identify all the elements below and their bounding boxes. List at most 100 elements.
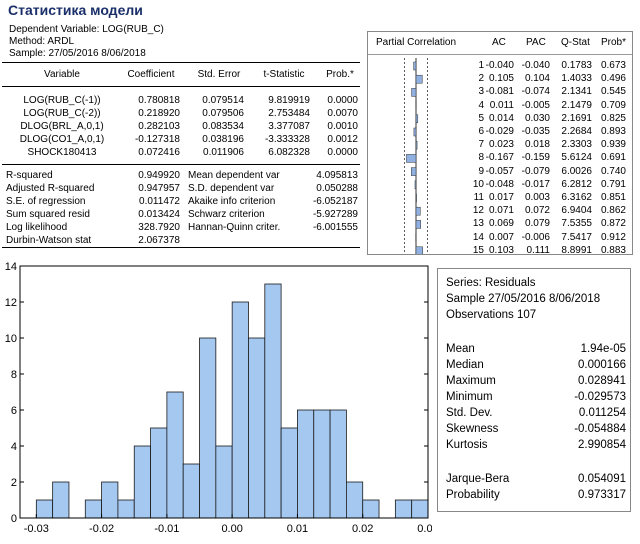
correlogram-value: 0.912	[600, 231, 626, 243]
correlogram-row: 14 0.007 -0.006 7.5417 0.912	[368, 232, 632, 244]
residual-stat-label: Std. Dev.	[446, 407, 493, 419]
fit-stat-label: Durbin-Watson stat	[6, 235, 92, 246]
pac-bar	[415, 140, 418, 150]
lag-number: 10	[472, 178, 484, 190]
correlogram-header: Partial Correlation AC PAC Q-Stat Prob*	[368, 32, 632, 55]
residual-stats-box: Series: Residuals Sample 27/05/2016 8/06…	[437, 268, 631, 512]
correlogram-value: 2.1341	[561, 86, 592, 98]
y-tick-label: 4	[11, 441, 17, 453]
residual-stat-row: Maximum 0.028941	[446, 375, 626, 387]
correlogram-value: 0.104	[524, 73, 550, 85]
x-tick-label: 0.03	[417, 523, 432, 535]
fit-stat-label: Hannan-Quinn criter.	[188, 222, 281, 233]
correlogram-value: 2.1691	[561, 112, 592, 124]
lag-number: 1	[478, 60, 484, 71]
coef-value: 0.218920	[138, 108, 180, 119]
residual-stat-row: Median 0.000166	[446, 359, 626, 371]
residual-stat-value: 2.990854	[578, 439, 626, 451]
fit-stat-value: 0.013424	[138, 209, 180, 220]
correlogram-value: 0.011	[489, 99, 514, 111]
col-header-stderror: Std. Error	[197, 69, 241, 80]
fit-stat-label: Adjusted R-squared	[6, 183, 95, 194]
y-tick-label: 12	[5, 297, 17, 309]
correlogram-value: -0.167	[485, 152, 514, 164]
residual-stat-label: Median	[446, 359, 484, 371]
correlogram-row: 9 -0.057 -0.079 6.0026 0.740	[368, 166, 632, 178]
residual-stat-value: 0.011254	[578, 407, 626, 419]
normality-test-value: 0.973317	[578, 489, 626, 501]
table-rule-header	[2, 86, 360, 87]
residual-stat-value: -0.054884	[574, 423, 626, 435]
correlogram-value: 2.3303	[561, 139, 592, 151]
fit-stat-label: Sum squared resid	[6, 209, 90, 220]
residual-stat-label: Minimum	[446, 391, 493, 403]
x-tick-label: -0.03	[24, 523, 49, 535]
lag-number: 12	[472, 205, 484, 217]
lag-number: 6	[478, 126, 484, 137]
correlogram-value: -0.057	[485, 165, 514, 177]
corr-header-partial: Partial Correlation	[376, 37, 457, 48]
sample: Sample: 27/05/2016 8/06/2018	[9, 48, 146, 59]
col-header-prob: Prob.*	[326, 69, 354, 80]
pac-bar	[411, 88, 417, 97]
fit-stat-value: -6.052187	[312, 196, 358, 207]
correlogram-row: 8 -0.167 -0.159 5.6124 0.691	[368, 152, 632, 164]
normality-test-label: Probability	[446, 489, 500, 501]
correlogram-value: -0.081	[485, 86, 514, 98]
histogram-bar	[52, 481, 70, 519]
correlogram-value: 1.4033	[561, 73, 592, 85]
corr-header-prob: Prob*	[601, 37, 627, 48]
residual-histogram: 0 2 4 6 8 10 12 14 -0.03 -0.02 -0.01 0.00 0.01 0.02 0.…	[5, 261, 432, 535]
correlogram-value: 0.1783	[561, 60, 592, 71]
coef-value: 3.377087	[268, 121, 310, 132]
histogram-bar	[133, 445, 151, 519]
plot-frame	[19, 265, 429, 519]
coef-value: 0.011906	[203, 147, 244, 158]
coef-value: 0.0000	[327, 147, 358, 158]
coef-variable-name: SHOCK180413	[27, 147, 97, 158]
histogram-bar	[199, 337, 217, 519]
residual-stat-row: Mean 1.94e-05	[446, 343, 626, 355]
pac-bar	[415, 246, 423, 254]
correlogram-value: -0.005	[521, 99, 550, 111]
residual-stat-row: Std. Dev. 0.011254	[446, 407, 626, 419]
correlogram-panel: Partial Correlation AC PAC Q-Stat Prob* …	[367, 31, 633, 256]
y-tick-label: 0	[11, 513, 17, 525]
correlogram-row: 2 0.105 0.104 1.4033 0.496	[368, 73, 632, 85]
correlogram-value: 0.883	[600, 244, 626, 256]
coef-value: 0.780818	[138, 95, 180, 106]
pac-bar	[415, 74, 423, 84]
normality-test-label: Jarque-Bera	[446, 473, 510, 485]
correlogram-value: 2.1479	[561, 99, 592, 111]
fit-stat-label: S.D. dependent var	[188, 183, 275, 194]
pac-bar	[406, 154, 417, 163]
correlogram-row: 10 -0.048 -0.017 6.2812 0.791	[368, 179, 632, 191]
histogram-bar	[297, 409, 315, 519]
correlogram-value: 0.545	[600, 86, 626, 98]
x-tick-label: -0.01	[154, 523, 179, 535]
coef-value: 0.072416	[138, 147, 180, 158]
lag-number: 14	[472, 231, 484, 243]
histogram-bar	[329, 409, 347, 519]
normality-test-row: Probability 0.973317	[446, 489, 626, 501]
correlogram-row: 12 0.071 0.072 6.9404 0.862	[368, 205, 632, 217]
correlogram-value: -0.079	[521, 165, 550, 177]
y-tick-label: 8	[11, 369, 17, 381]
fit-stat-value: 0.050288	[316, 183, 358, 194]
correlogram-value: -0.040	[485, 60, 514, 71]
correlogram-value: -0.040	[521, 60, 550, 71]
fit-stat-value: -5.927289	[312, 209, 358, 220]
coef-value: 0.038196	[202, 134, 244, 145]
fit-stat-label: Schwarz criterion	[188, 209, 265, 220]
residual-stat-value: 0.000166	[578, 359, 626, 371]
correlogram-value: 0.862	[600, 205, 626, 217]
histogram-bar	[231, 301, 249, 519]
pac-bar	[411, 167, 417, 176]
histogram-bar	[248, 337, 266, 519]
correlogram-row: 1 -0.040 -0.040 0.1783 0.673	[368, 60, 632, 72]
correlogram-row: 5 0.014 0.030 2.1691 0.825	[368, 113, 632, 125]
col-header-coefficient: Coefficient	[127, 69, 175, 80]
x-tick-label: 0.02	[352, 523, 373, 535]
correlogram-value: 0.872	[600, 218, 626, 230]
coef-value: 9.819919	[268, 95, 310, 106]
